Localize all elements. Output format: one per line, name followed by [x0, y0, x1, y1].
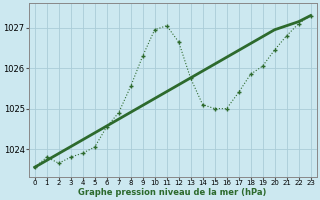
X-axis label: Graphe pression niveau de la mer (hPa): Graphe pression niveau de la mer (hPa) [78, 188, 267, 197]
